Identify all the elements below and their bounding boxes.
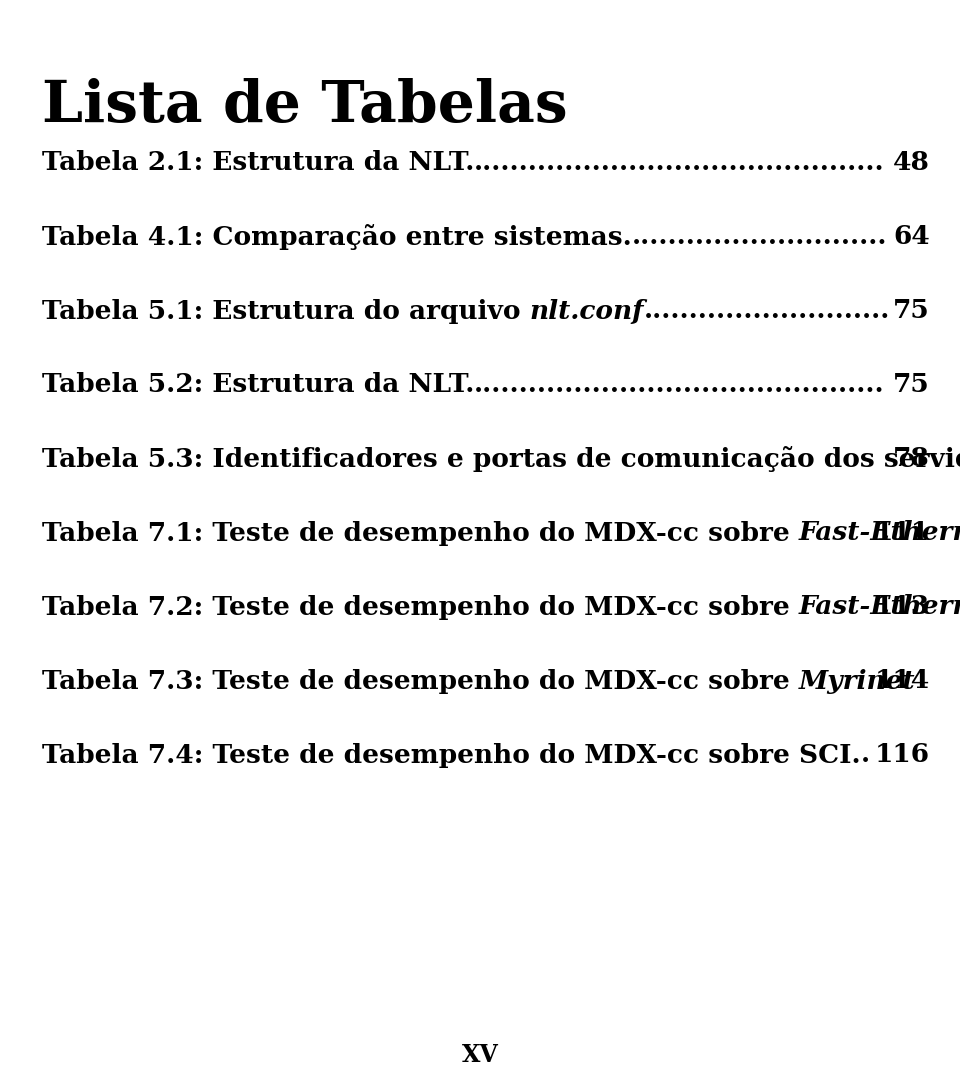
Text: Fast-Ethernet: Fast-Ethernet xyxy=(799,521,960,546)
Text: Myrinet: Myrinet xyxy=(799,668,916,693)
Text: 111: 111 xyxy=(875,521,930,546)
Text: Tabela 4.1: Comparação entre sistemas.: Tabela 4.1: Comparação entre sistemas. xyxy=(42,224,632,250)
Text: .: . xyxy=(860,742,870,767)
Text: 116: 116 xyxy=(875,742,930,767)
Text: ............................: ............................ xyxy=(632,225,887,250)
Text: 75: 75 xyxy=(893,372,930,397)
Text: nlt.conf: nlt.conf xyxy=(530,298,644,323)
Text: Tabela 7.3: Teste de desempenho do MDX-cc sobre: Tabela 7.3: Teste de desempenho do MDX-c… xyxy=(42,668,799,693)
Text: Tabela 7.2: Teste de desempenho do MDX-cc sobre: Tabela 7.2: Teste de desempenho do MDX-c… xyxy=(42,595,799,620)
Text: 78: 78 xyxy=(893,447,930,472)
Text: Tabela 5.2: Estrutura da NLT.: Tabela 5.2: Estrutura da NLT. xyxy=(42,372,474,397)
Text: 114: 114 xyxy=(875,668,930,693)
Text: 48: 48 xyxy=(893,151,930,176)
Text: 113: 113 xyxy=(875,595,930,620)
Text: .............................................: ........................................… xyxy=(474,151,885,176)
Text: Tabela 5.1: Estrutura do arquivo: Tabela 5.1: Estrutura do arquivo xyxy=(42,298,530,323)
Text: 75: 75 xyxy=(893,298,930,323)
Text: Tabela 5.3: Identificadores e portas de comunicação dos servidores do MDX-cc.: Tabela 5.3: Identificadores e portas de … xyxy=(42,446,960,472)
Text: Tabela 2.1: Estrutura da NLT.: Tabela 2.1: Estrutura da NLT. xyxy=(42,151,474,176)
Text: ...........................: ........................... xyxy=(644,298,891,323)
Text: 64: 64 xyxy=(893,225,930,250)
Text: .............................................: ........................................… xyxy=(474,372,885,397)
Text: Lista de Tabelas: Lista de Tabelas xyxy=(42,78,567,135)
Text: Tabela 7.1: Teste de desempenho do MDX-cc sobre: Tabela 7.1: Teste de desempenho do MDX-c… xyxy=(42,521,799,546)
Text: XV: XV xyxy=(462,1043,498,1067)
Text: Fast-Ethernet: Fast-Ethernet xyxy=(799,595,960,620)
Text: Tabela 7.4: Teste de desempenho do MDX-cc sobre SCI.: Tabela 7.4: Teste de desempenho do MDX-c… xyxy=(42,742,860,767)
